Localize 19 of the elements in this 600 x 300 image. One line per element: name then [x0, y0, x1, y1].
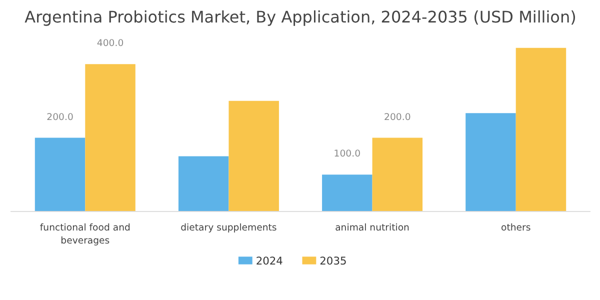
data-label: 400.0	[96, 38, 124, 50]
x-tick-label: functional food and beverages	[40, 222, 130, 247]
legend-label: 2035	[320, 254, 347, 268]
bar	[322, 174, 372, 212]
legend-label: 2024	[256, 254, 284, 268]
bar	[34, 138, 86, 212]
x-tick-label: dietary supplements	[180, 222, 277, 234]
bar	[372, 138, 423, 212]
bar	[516, 48, 566, 212]
data-label: 200.0	[384, 112, 411, 123]
bar	[178, 156, 229, 212]
bar	[228, 100, 279, 212]
x-tick-label: others	[500, 222, 531, 234]
chart-title: Argentina Probiotics Market, By Application, 2024-2035 (USD Million)	[24, 8, 576, 26]
bar	[85, 64, 136, 212]
bar	[466, 113, 516, 212]
data-label: 100.0	[334, 148, 361, 160]
x-tick-label: animal nutrition	[335, 222, 410, 234]
data-label: 200.0	[46, 112, 74, 123]
